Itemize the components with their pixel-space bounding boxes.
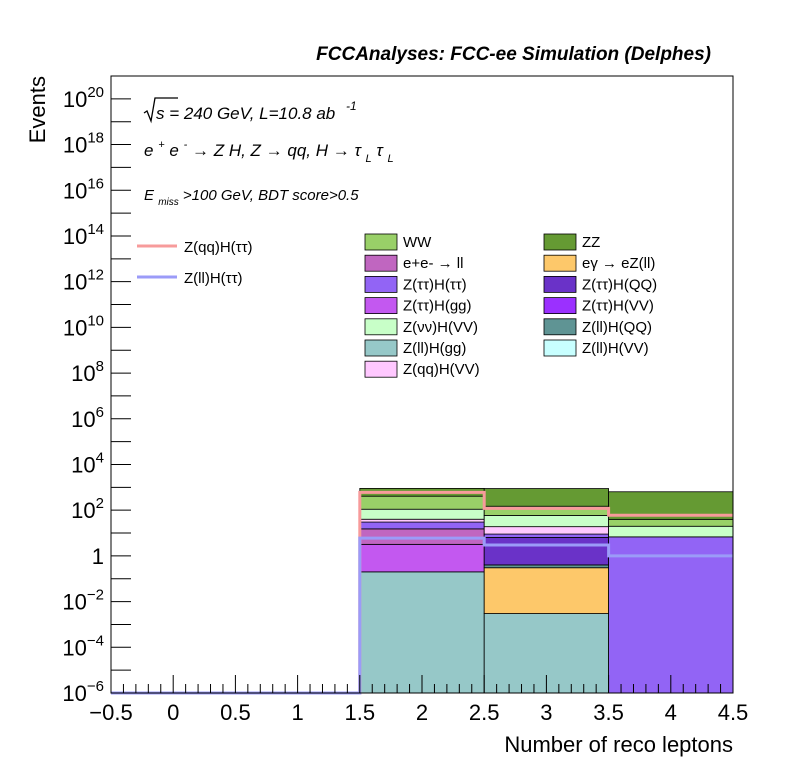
bar-zz-bin-2 <box>483 488 610 507</box>
x-tick-label: −0.5 <box>89 700 132 725</box>
process-electron: e <box>144 141 153 160</box>
bar-z-ll-h-gg-bin-1 <box>359 571 485 694</box>
y-tick-label: 10−4 <box>62 632 104 660</box>
y-tick-label: 10−6 <box>62 678 104 706</box>
legend-swatch-z-tautau-h-gg <box>364 297 398 315</box>
legend-swatch-z-ll-h-gg <box>364 339 398 357</box>
x-tick-label: 2.5 <box>469 700 500 725</box>
y-tick-label: 1014 <box>63 221 104 249</box>
annotation-process: e + e - → Z H, Z → qq, H → τ L τ L <box>144 133 394 166</box>
legend-label: Z(ll)H(QQ) <box>582 319 652 336</box>
x-tick-label: 0 <box>167 700 179 725</box>
svg-text:e + e -: e + e - → Z H, Z → qq, H → τ L τ L <box>144 133 394 166</box>
x-tick-label: 1.5 <box>345 700 376 725</box>
energy-label: s = 240 GeV, L=10.8 ab <box>156 104 335 123</box>
bar-z-tautau-h-gg-bin-1 <box>359 543 485 573</box>
x-tick-label: 1 <box>291 700 303 725</box>
legend-label: Z(ττ)H(ττ) <box>403 276 467 293</box>
legend-label: ZZ <box>582 234 600 251</box>
x-tick-label: 4 <box>665 700 677 725</box>
overlay-z-ll-h-tautau <box>111 536 733 695</box>
axes: −0.5 0 0.5 1 1.5 2 2.5 3 3.5 4 4.5 10−6 10−4 10−2 1 102… <box>62 84 748 725</box>
legend-label: Z(ll)H(VV) <box>582 340 649 357</box>
bar-ww-bin-1 <box>359 495 485 510</box>
bar-z-nunu-h-vv-bin-1 <box>359 508 485 520</box>
svg-text:s = 240 GeV, L=10.8 ab -: s = 240 GeV, L=10.8 ab -1 <box>156 99 357 123</box>
lumi-exponent: -1 <box>346 99 357 113</box>
y-tick-label: 108 <box>71 358 104 386</box>
bar-z-tautau-h-tautau-bin-3 <box>608 536 734 694</box>
legend-swatch-z-tautau-h-vv <box>543 297 577 315</box>
bar-z-tautau-h-tautau-bin-1 <box>359 521 485 530</box>
legend-label: Z(ll)H(ττ) <box>184 270 243 287</box>
legend-label: Z(ττ)H(VV) <box>582 298 654 315</box>
legend: Z(qq)H(ττ) Z(ll)H(ττ) WW ZZ e+e- → ll eγ → eZ… <box>137 233 657 378</box>
y-tick-label: 1020 <box>63 84 104 112</box>
legend-swatch-zz <box>543 233 577 251</box>
y-axis-title: Events <box>25 76 50 143</box>
bar-z-qq-h-vv-bin-2 <box>483 526 610 535</box>
legend-swatch-z-tautau-h-qq <box>543 275 577 293</box>
x-tick-label: 0.5 <box>220 700 251 725</box>
x-tick-label: 3 <box>540 700 552 725</box>
process-electron: e <box>169 141 178 160</box>
bar-z-nunu-h-vv-bin-2 <box>483 515 610 528</box>
y-tick-label: 1018 <box>63 130 104 158</box>
bar-ww-bin-3 <box>608 518 734 527</box>
legend-label: eγ → eZ(ll) <box>582 255 655 272</box>
x-tick-label: 3.5 <box>593 700 624 725</box>
legend-label: e+e- → ll <box>403 255 463 272</box>
legend-label: Z(νν)H(VV) <box>403 319 478 336</box>
cut-energy: E <box>144 187 155 204</box>
bar-z-tautau-h-qq-bin-2 <box>483 537 610 566</box>
y-tick-label: 1010 <box>63 312 104 340</box>
legend-label: Z(ττ)H(gg) <box>403 298 472 315</box>
cut-text: >100 GeV, BDT score>0.5 <box>183 187 359 204</box>
bar-z-qq-h-vv-bin-1 <box>359 518 485 523</box>
process-subscript: L <box>366 153 372 165</box>
y-tick-label: 1012 <box>63 267 104 295</box>
annotation-cuts: E miss >100 GeV, BDT score>0.5 <box>144 187 359 209</box>
process-subscript: L <box>388 153 394 165</box>
y-tick-label: 1016 <box>63 175 104 203</box>
y-tick-label: 104 <box>71 449 104 477</box>
x-tick-label: 4.5 <box>718 700 749 725</box>
x-axis-title: Number of reco leptons <box>504 732 733 757</box>
legend-label: Z(qq)H(VV) <box>403 361 480 378</box>
cut-subscript: miss <box>158 197 179 208</box>
legend-swatch-z-ll-h-vv <box>543 339 577 357</box>
legend-swatch-z-qq-h-vv <box>364 360 398 378</box>
sqrt-symbol <box>143 97 178 124</box>
legend-label: Z(ττ)H(QQ) <box>582 276 657 293</box>
y-tick-label: 1 <box>92 544 104 569</box>
x-tick-label: 2 <box>416 700 428 725</box>
legend-swatch-ww <box>364 233 398 251</box>
annotation-energy: s = 240 GeV, L=10.8 ab -1 <box>143 97 357 124</box>
histogram-stack <box>359 487 734 694</box>
legend-swatch-e-e-ll <box>364 254 398 272</box>
legend-swatch-z-nunu-h-vv <box>364 318 398 336</box>
bar-z-nunu-h-vv-bin-3 <box>608 525 734 538</box>
legend-label: WW <box>403 234 432 251</box>
bar-z-ll-h-qq-bin-2 <box>483 564 610 569</box>
legend-label: Z(qq)H(ττ) <box>184 239 253 256</box>
chart-header: FCCAnalyses: FCC-ee Simulation (Delphes) <box>316 44 711 65</box>
legend-swatch-z-tautau-h-tautau <box>364 275 398 293</box>
svg-text:E miss >100 GeV, B: E miss >100 GeV, BDT score>0.5 <box>144 187 359 209</box>
legend-label: Z(ll)H(gg) <box>403 340 466 357</box>
legend-swatch-egamma-ez-ll <box>543 254 577 272</box>
y-tick-label: 10−2 <box>62 587 104 615</box>
y-tick-label: 102 <box>71 495 104 523</box>
bar-z-tautau-h-tautau-bin-2 <box>483 533 610 538</box>
legend-swatch-z-ll-h-qq <box>543 318 577 336</box>
process-chain: → Z H, Z → qq, H → τ <box>192 141 362 160</box>
bar-egamma-ez-ll-bin-2 <box>483 567 610 614</box>
y-tick-label: 106 <box>71 404 104 432</box>
signal-overlays <box>111 490 733 695</box>
